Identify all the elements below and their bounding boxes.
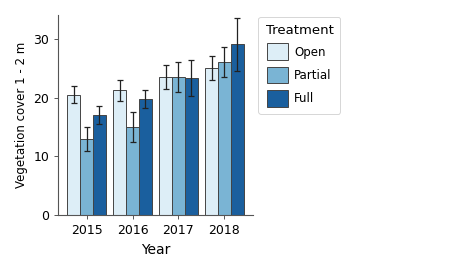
- Y-axis label: Vegetation cover 1 - 2 m: Vegetation cover 1 - 2 m: [15, 42, 28, 188]
- Bar: [126, 127, 139, 215]
- Bar: [231, 45, 244, 215]
- Bar: [139, 99, 152, 215]
- Bar: [67, 95, 80, 215]
- Legend: Open, Partial, Full: Open, Partial, Full: [258, 17, 340, 114]
- Bar: [185, 78, 198, 215]
- Bar: [205, 68, 218, 215]
- Bar: [80, 139, 93, 215]
- Bar: [113, 91, 126, 215]
- Bar: [172, 77, 185, 215]
- Bar: [93, 115, 106, 215]
- X-axis label: Year: Year: [141, 243, 170, 257]
- Bar: [159, 77, 172, 215]
- Bar: [218, 62, 231, 215]
